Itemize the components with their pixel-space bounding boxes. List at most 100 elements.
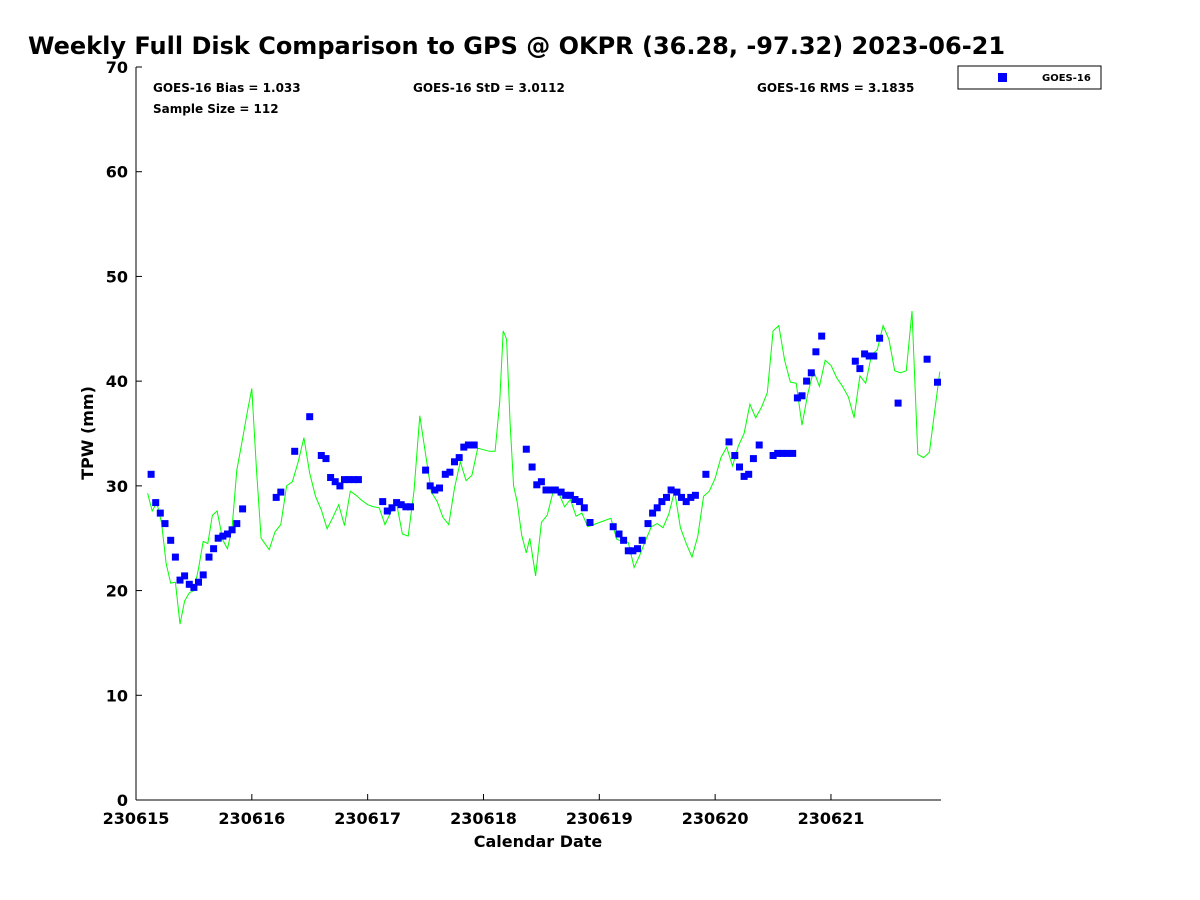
goes16-point bbox=[431, 486, 439, 494]
goes16-point bbox=[725, 438, 733, 446]
goes16-point bbox=[446, 468, 454, 476]
goes16-point bbox=[615, 530, 623, 538]
goes16-point bbox=[576, 498, 584, 506]
goes16-point bbox=[322, 455, 330, 463]
series-layer bbox=[147, 310, 941, 625]
goes16-point bbox=[228, 526, 236, 534]
goes16-point bbox=[233, 520, 241, 528]
goes16-point bbox=[663, 493, 670, 501]
plot-area bbox=[135, 67, 941, 801]
goes16-point bbox=[691, 491, 699, 499]
y-tick-label: 30 bbox=[106, 477, 128, 496]
goes16-point bbox=[167, 536, 175, 544]
y-tick-label: 10 bbox=[106, 686, 128, 705]
goes16-point bbox=[354, 476, 362, 484]
goes16-point bbox=[865, 352, 873, 360]
goes16-point bbox=[181, 572, 189, 580]
x-tick-label: 230618 bbox=[450, 809, 517, 828]
goes16-point bbox=[464, 441, 472, 449]
goes16-point bbox=[379, 498, 387, 506]
goes16-point bbox=[580, 504, 588, 512]
goes16-point bbox=[644, 520, 652, 528]
goes16-point bbox=[749, 455, 757, 463]
goes16-point bbox=[649, 509, 657, 517]
goes16-point bbox=[856, 365, 864, 373]
goes16-point bbox=[345, 476, 353, 484]
goes16-point bbox=[571, 496, 579, 503]
goes16-point bbox=[219, 532, 227, 540]
goes16-point bbox=[210, 545, 218, 553]
goes16-point bbox=[161, 520, 169, 528]
goes16-point bbox=[199, 571, 207, 579]
goes16-point bbox=[195, 578, 202, 586]
goes16-point bbox=[383, 507, 391, 515]
goes16-point bbox=[317, 452, 325, 459]
goes16-point bbox=[214, 534, 222, 542]
goes16-point bbox=[547, 486, 555, 494]
chart-title: Weekly Full Disk Comparison to GPS @ OKP… bbox=[28, 32, 1005, 60]
goes16-point bbox=[870, 352, 878, 360]
goes16-point bbox=[667, 486, 675, 494]
y-tick-label: 0 bbox=[117, 791, 128, 810]
x-tick-label: 230616 bbox=[218, 809, 285, 828]
goes16-point bbox=[528, 463, 536, 471]
goes16-point bbox=[152, 499, 160, 507]
goes16-point bbox=[542, 486, 550, 494]
bias-stat: GOES-16 Bias = 1.033 bbox=[153, 81, 301, 95]
goes16-point bbox=[562, 491, 570, 499]
goes16-point bbox=[402, 503, 410, 511]
goes16-point bbox=[894, 399, 902, 407]
goes16-point bbox=[673, 488, 681, 496]
goes16-point bbox=[171, 553, 179, 561]
goes16-point bbox=[736, 463, 743, 471]
goes16-point bbox=[350, 476, 358, 484]
goes16-point bbox=[687, 493, 695, 501]
x-tick-label: 230621 bbox=[798, 809, 865, 828]
goes16-point bbox=[455, 454, 463, 462]
legend: GOES-16 bbox=[957, 65, 1102, 90]
goes16-point bbox=[341, 476, 348, 484]
goes16-point bbox=[537, 478, 545, 486]
goes16-point bbox=[934, 378, 941, 386]
goes16-point bbox=[740, 472, 748, 480]
goes16-point bbox=[653, 504, 661, 512]
goes16-point bbox=[876, 334, 884, 342]
goes16-point bbox=[336, 482, 344, 490]
goes16-point bbox=[861, 350, 869, 358]
goes16-point bbox=[224, 530, 231, 538]
goes16-point bbox=[422, 466, 430, 474]
y-tick-label: 20 bbox=[106, 582, 128, 601]
goes16-point bbox=[586, 519, 594, 526]
goes16-point bbox=[522, 445, 530, 453]
goes16-point bbox=[397, 501, 405, 509]
goes16-point bbox=[272, 493, 280, 501]
goes16-point bbox=[291, 447, 299, 455]
sample-size-stat: Sample Size = 112 bbox=[153, 102, 279, 116]
gps-line bbox=[147, 310, 941, 625]
y-tick-label: 40 bbox=[106, 372, 128, 391]
goes16-point bbox=[769, 452, 777, 459]
goes16-point bbox=[306, 413, 314, 421]
goes16-point bbox=[426, 482, 434, 490]
goes16-point bbox=[624, 547, 632, 555]
goes16-point bbox=[407, 503, 414, 511]
goes16-point bbox=[327, 474, 335, 481]
goes16-point bbox=[731, 452, 739, 459]
y-tick-label: 70 bbox=[106, 58, 128, 77]
goes16-point bbox=[190, 583, 198, 591]
goes16-point bbox=[609, 523, 617, 531]
goes16-point bbox=[678, 493, 685, 501]
y-tick-label: 60 bbox=[106, 163, 128, 182]
goes16-point bbox=[156, 509, 164, 517]
goes16-point bbox=[923, 355, 931, 363]
goes16-point bbox=[702, 470, 710, 478]
goes16-point bbox=[755, 441, 763, 449]
std-stat: GOES-16 StD = 3.0112 bbox=[413, 81, 565, 95]
y-axis-label: TPW (mm) bbox=[78, 386, 97, 480]
goes16-point bbox=[277, 488, 285, 496]
goes16-point bbox=[239, 505, 247, 513]
goes16-point bbox=[789, 449, 797, 457]
goes16-point bbox=[393, 499, 401, 507]
x-tick-label: 230615 bbox=[103, 809, 170, 828]
